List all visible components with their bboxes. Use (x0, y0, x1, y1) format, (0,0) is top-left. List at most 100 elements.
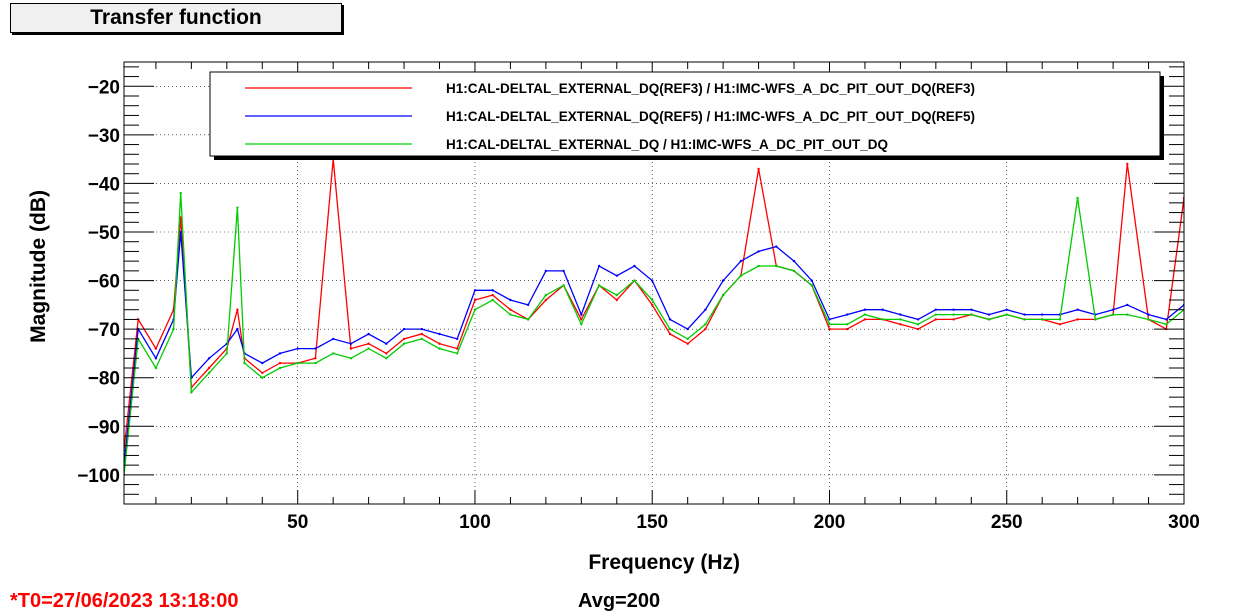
series-3-point (562, 284, 565, 287)
series-3-point (633, 279, 636, 282)
series-1-point (668, 332, 672, 336)
series-3-point (721, 293, 725, 297)
series-3-point (704, 323, 707, 326)
series-1-point (491, 293, 494, 297)
series-3-point (1005, 313, 1008, 316)
series-3-point (154, 366, 158, 370)
series-1-point (509, 308, 512, 311)
series-3-point (261, 376, 264, 379)
series-3-point (1023, 318, 1026, 321)
series-3-point (1126, 313, 1129, 316)
series-3-point (473, 308, 477, 311)
series-1-point (278, 361, 282, 365)
y-tick-label: −80 (88, 369, 120, 390)
series-3-point (296, 361, 299, 365)
series-2-point (526, 303, 530, 307)
series-3-point (810, 284, 813, 287)
legend-box (209, 71, 1161, 157)
series-3-point (456, 352, 459, 355)
series-1-point (261, 371, 264, 375)
series-3-point (863, 313, 867, 316)
series-2-point (846, 313, 849, 316)
x-tick-label: 300 (1168, 512, 1200, 533)
series-2-point (704, 308, 707, 311)
series-3-point (385, 357, 388, 360)
x-tick-label: 200 (814, 512, 846, 533)
series-2-point (651, 279, 654, 282)
series-3-point (1076, 196, 1079, 200)
series-2-point (332, 337, 335, 341)
x-axis-label: Frequency (Hz) (588, 551, 740, 574)
series-2-point (1023, 313, 1026, 316)
series-2-point (154, 357, 158, 360)
series-3-point (544, 293, 548, 297)
y-tick-label: −60 (88, 272, 120, 293)
series-2-point (349, 342, 353, 345)
series-2-point (420, 327, 423, 331)
series-2-point (261, 361, 264, 365)
series-3-point (172, 327, 175, 331)
series-2-point (1111, 308, 1115, 311)
chart-title: Transfer function (10, 3, 342, 33)
series-2-point (863, 308, 867, 311)
series-2-point (721, 279, 725, 282)
series-3-point (952, 313, 955, 316)
series-3-point (775, 264, 778, 268)
series-2-point (970, 308, 973, 311)
x-tick-label: 100 (459, 512, 491, 533)
series-2-point (1165, 318, 1168, 321)
series-2-point (296, 347, 299, 350)
series-2-point (580, 313, 583, 316)
series-3-point (651, 298, 654, 302)
x-tick-labels: 50 100 150 200 250 300 (287, 512, 1200, 533)
series-2-point (236, 327, 239, 331)
series-2-point (686, 327, 689, 331)
series-2-point (775, 245, 778, 248)
series-2-point (934, 308, 937, 311)
series-2-point (491, 289, 494, 292)
series-1-point (438, 342, 441, 345)
series-2-point (456, 337, 459, 341)
series-3-point (438, 347, 441, 350)
series-2-point (473, 289, 477, 292)
legend: H1:CAL-DELTAL_EXTERNAL_DQ(REF3) / H1:IMC… (209, 71, 1164, 160)
series-3-point (491, 298, 494, 302)
series-3-point (367, 347, 370, 350)
series-1-point (420, 332, 423, 336)
x-tick-label: 150 (636, 512, 668, 533)
y-tick-label: −30 (88, 126, 120, 147)
series-1-point (236, 308, 239, 311)
series-2-point (367, 332, 370, 336)
series-2-point (828, 318, 831, 321)
series-2-point (810, 279, 813, 282)
series-1-point (846, 327, 849, 331)
series-3-point (509, 313, 512, 316)
series-3-point (236, 206, 239, 209)
series-3-point (846, 323, 849, 326)
series-3-point (580, 323, 583, 326)
y-tick-label: −40 (88, 174, 120, 195)
series-2-point (207, 357, 211, 360)
series-3-point (1147, 318, 1150, 321)
series-3-point (1111, 313, 1115, 316)
series-3-point (190, 391, 193, 394)
series-3-point (526, 318, 530, 321)
series-1-point (757, 167, 760, 171)
series-1-point (899, 323, 902, 326)
series-1-point (934, 318, 937, 321)
series-3-point (597, 284, 601, 287)
series-3-point (792, 269, 796, 273)
series-2-point (1147, 313, 1150, 316)
series-3-point (349, 357, 353, 360)
series-3-point (420, 337, 423, 341)
series-1-point (207, 366, 211, 370)
series-3-point (332, 352, 335, 355)
series-1-point (686, 342, 689, 345)
series-2-point (562, 269, 565, 273)
series-group (124, 157, 1184, 477)
series-1-point (952, 318, 955, 321)
y-tick-label: −90 (88, 417, 120, 438)
y-tick-label: −100 (77, 466, 120, 487)
series-2-point (402, 327, 406, 331)
series-3-point (207, 371, 211, 375)
